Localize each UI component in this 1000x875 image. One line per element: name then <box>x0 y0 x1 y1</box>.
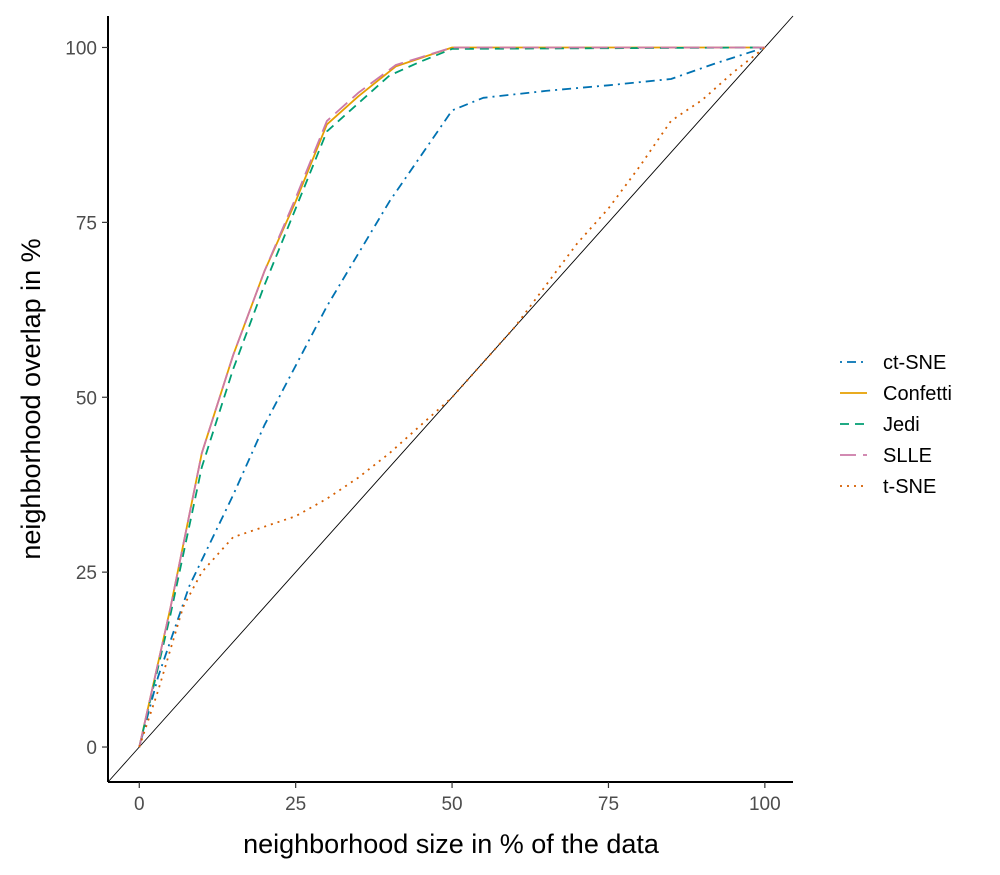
x-tick-label-100: 100 <box>749 794 781 815</box>
legend-label-confetti: Confetti <box>883 383 952 405</box>
x-tick-label-25: 25 <box>285 794 306 815</box>
x-tick-label-50: 50 <box>441 794 462 815</box>
y-tick-label-100: 100 <box>65 38 97 59</box>
y-tick-label-25: 25 <box>76 563 97 584</box>
reference-diagonal-layer <box>107 15 794 783</box>
series-line-jedi <box>138 46 765 748</box>
x-tick-label-75: 75 <box>598 794 619 815</box>
y-tick-label-50: 50 <box>76 388 97 409</box>
series-layer <box>138 46 766 748</box>
legend-label-ct-sne: ct-SNE <box>883 352 946 374</box>
legend-label-t-sne: t-SNE <box>883 476 936 498</box>
identity-reference-line <box>107 15 794 783</box>
x-axis-title: neighborhood size in % of the data <box>243 829 660 859</box>
y-tick-label-75: 75 <box>76 213 97 234</box>
ticks: 0 25 50 75 100 0 25 50 75 100 <box>65 38 780 815</box>
y-axis-title: neighborhood overlap in % <box>16 238 46 559</box>
x-tick-label-0: 0 <box>134 794 145 815</box>
legend-label-slle: SLLE <box>883 445 932 467</box>
y-tick-label-0: 0 <box>86 738 97 759</box>
legend: ct-SNE Confetti Jedi SLLE t-SNE <box>840 352 952 498</box>
series-line-ct-sne <box>138 46 766 748</box>
legend-label-jedi: Jedi <box>883 414 920 436</box>
series-line-confetti <box>138 46 765 748</box>
axes <box>107 16 793 783</box>
